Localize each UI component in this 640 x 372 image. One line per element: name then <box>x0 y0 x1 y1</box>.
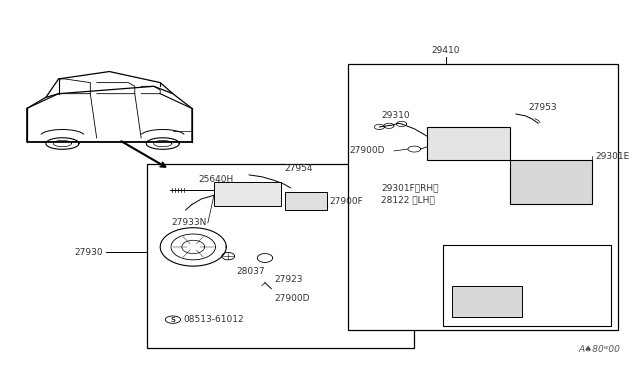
Bar <box>147 164 414 349</box>
Text: 27954: 27954 <box>284 164 312 173</box>
Text: 27900D: 27900D <box>275 294 310 303</box>
Text: S: S <box>170 317 175 323</box>
Text: 27933N: 27933N <box>172 218 207 227</box>
Bar <box>443 245 611 326</box>
Text: 28122 〈LH〉: 28122 〈LH〉 <box>381 196 435 205</box>
Text: 27900D: 27900D <box>349 147 385 155</box>
Text: 29301E: 29301E <box>454 320 488 328</box>
Text: 27900F: 27900F <box>330 197 364 206</box>
Text: 25640H: 25640H <box>198 175 234 184</box>
Text: 29301F〈RH〉: 29301F〈RH〉 <box>381 183 439 192</box>
Text: 29310: 29310 <box>381 111 410 120</box>
Text: 27923: 27923 <box>275 275 303 283</box>
Text: A♠80ʷ00: A♠80ʷ00 <box>579 345 621 354</box>
Text: 08513-61012: 08513-61012 <box>183 315 244 324</box>
Bar <box>452 286 522 317</box>
Bar <box>285 192 326 210</box>
Bar <box>509 160 592 205</box>
Text: 27953: 27953 <box>529 103 557 112</box>
Text: 28037: 28037 <box>236 267 265 276</box>
Text: 27930: 27930 <box>74 248 103 257</box>
Bar <box>427 127 509 160</box>
Bar <box>214 182 281 206</box>
Bar <box>348 64 618 330</box>
Text: 29410: 29410 <box>432 46 460 55</box>
Text: 29301E: 29301E <box>595 152 630 161</box>
Text: OP:4WD: OP:4WD <box>449 252 486 261</box>
